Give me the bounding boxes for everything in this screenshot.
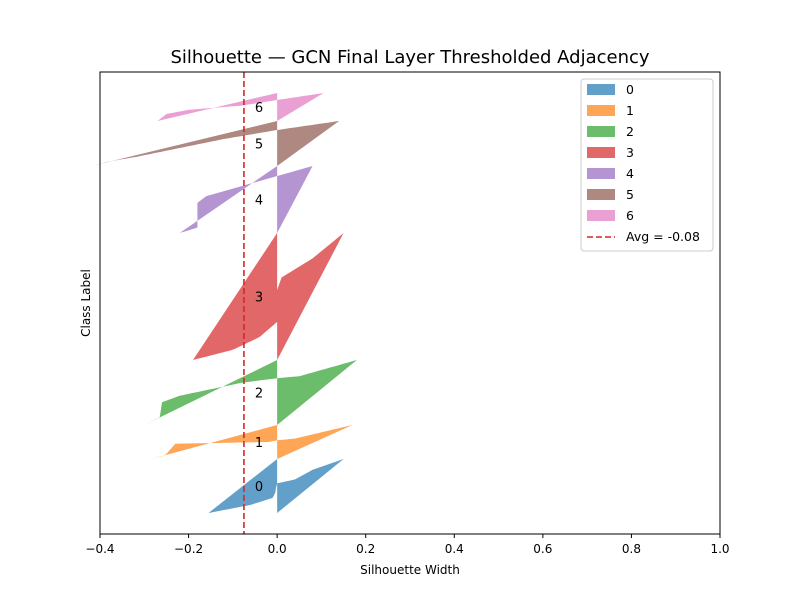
x-axis-ticks: −0.4 −0.2 0.0 0.2 0.4 0.6 0.8 1.0 (85, 534, 730, 556)
legend-label-5: 5 (626, 187, 634, 202)
silhouette-band-0 (208, 459, 344, 513)
x-tick-label: 0.0 (268, 542, 287, 556)
cluster-labels: 0 1 2 3 4 5 6 (255, 101, 263, 495)
silhouette-band-2 (144, 360, 357, 425)
x-tick-label: 0.8 (622, 542, 641, 556)
legend-label-average: Avg = -0.08 (626, 229, 700, 244)
legend: 0 1 2 3 4 5 6 Avg = -0.08 (580, 78, 714, 252)
cluster-label-3: 3 (255, 291, 263, 306)
chart-title: Silhouette — GCN Final Layer Thresholded… (170, 47, 649, 68)
cluster-label-0: 0 (255, 480, 263, 495)
cluster-label-5: 5 (255, 138, 263, 153)
plot-frame (99, 71, 721, 535)
x-tick-label: 0.4 (445, 542, 464, 556)
x-tick-label: −0.4 (85, 542, 114, 556)
legend-label-4: 4 (626, 166, 634, 181)
silhouette-band-1 (150, 425, 353, 459)
silhouette-band-5 (91, 121, 340, 166)
legend-swatch-5 (587, 189, 615, 200)
silhouette-band-6 (157, 93, 324, 121)
cluster-label-1: 1 (255, 436, 263, 451)
y-axis-label: Class Label (79, 269, 93, 337)
cluster-label-4: 4 (255, 194, 263, 209)
cluster-label-2: 2 (255, 387, 263, 402)
x-tick-label: 0.2 (356, 542, 375, 556)
legend-swatch-2 (587, 126, 615, 137)
silhouette-band-4 (179, 166, 313, 233)
silhouette-band-3 (193, 233, 344, 360)
x-tick-label: 0.6 (533, 542, 552, 556)
legend-swatch-3 (587, 147, 615, 158)
legend-label-2: 2 (626, 124, 634, 139)
x-tick-label: 1.0 (710, 542, 729, 556)
legend-swatch-4 (587, 168, 615, 179)
x-axis-label: Silhouette Width (360, 563, 460, 577)
legend-items: 0 1 2 3 4 5 6 Avg = -0.08 (587, 82, 700, 244)
legend-label-3: 3 (626, 145, 634, 160)
cluster-label-6: 6 (255, 101, 263, 116)
legend-label-0: 0 (626, 82, 634, 97)
legend-swatch-0 (587, 84, 615, 95)
legend-swatch-6 (587, 210, 615, 221)
legend-label-6: 6 (626, 208, 634, 223)
legend-frame (580, 78, 714, 252)
silhouette-bands (91, 93, 357, 513)
legend-label-1: 1 (626, 103, 634, 118)
legend-swatch-1 (587, 105, 615, 116)
x-tick-label: −0.2 (174, 542, 203, 556)
